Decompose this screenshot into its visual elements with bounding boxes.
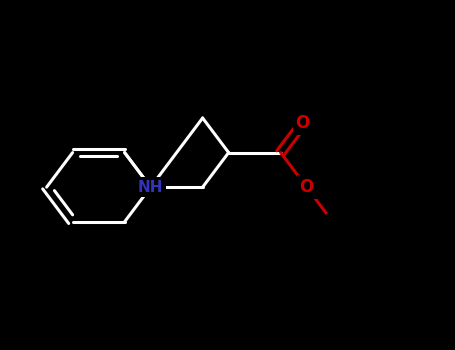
- Text: O: O: [296, 114, 310, 132]
- Text: NH: NH: [138, 180, 163, 195]
- Text: O: O: [299, 178, 314, 196]
